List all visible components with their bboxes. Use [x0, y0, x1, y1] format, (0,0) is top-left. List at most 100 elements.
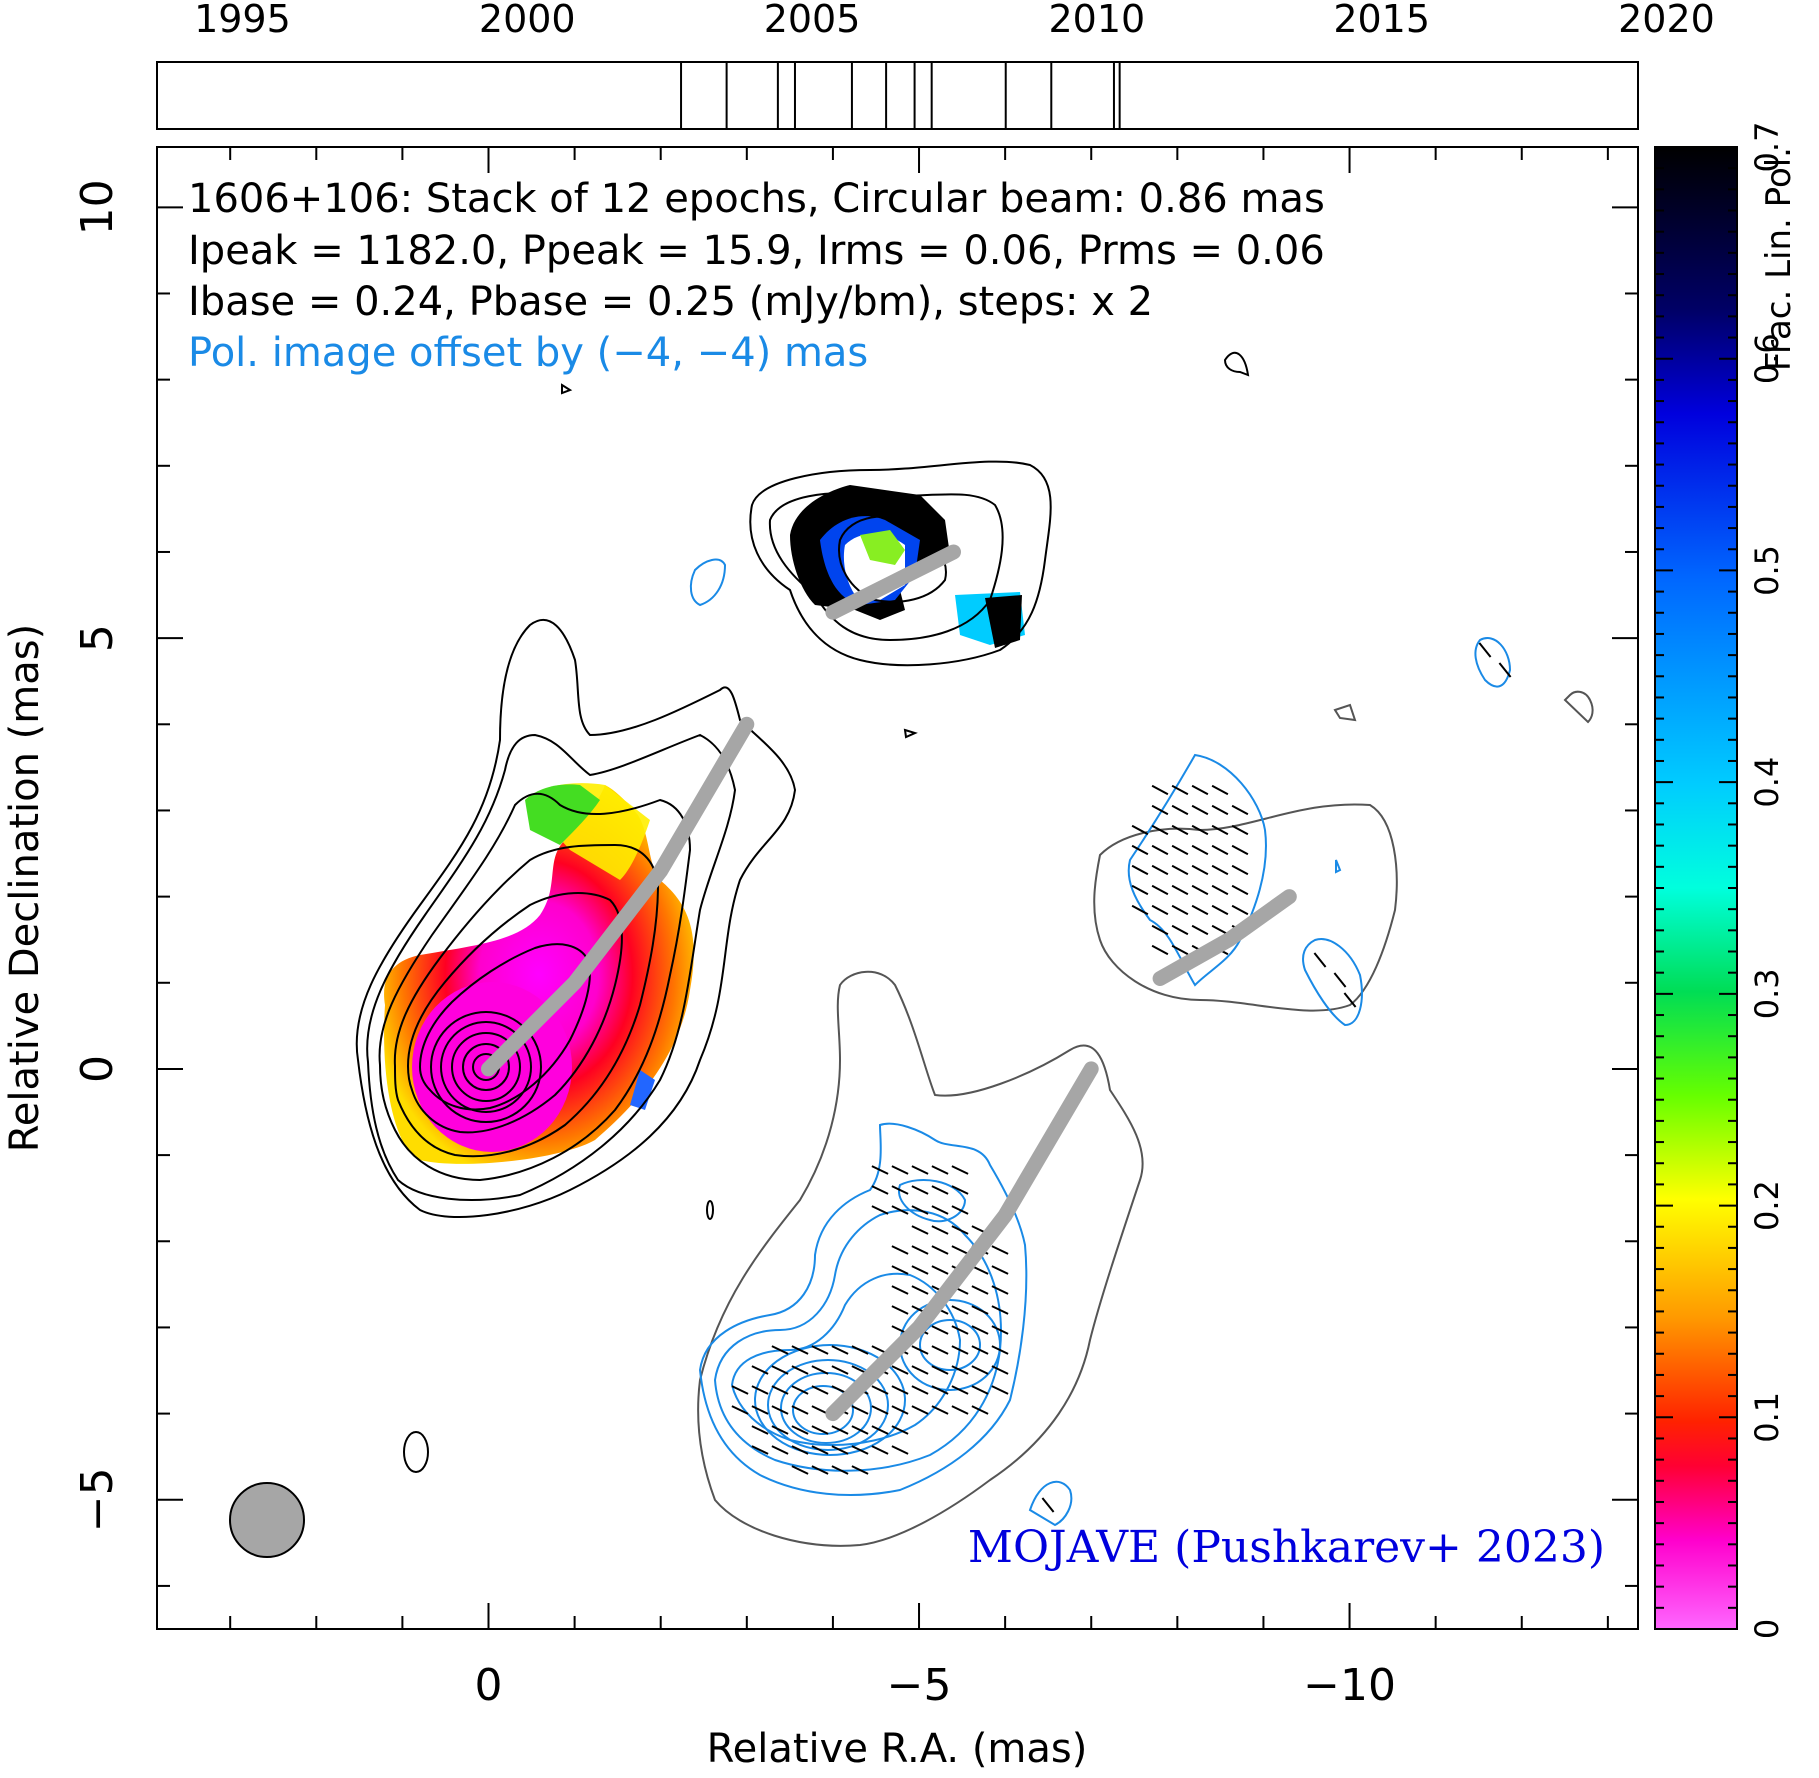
- evpa-tick: [1171, 864, 1189, 876]
- annotation-line-4: Pol. image offset by (−4, −4) mas: [188, 330, 868, 376]
- evpa-tick: [751, 1365, 769, 1375]
- evpa-tick: [951, 1365, 969, 1375]
- colorbar-tick-labels: 0 0.1 0.2 0.3 0.4 0.5 0.6 0.7: [1748, 122, 1786, 1640]
- annotation-line-3: Ibase = 0.24, Pbase = 0.25 (mJy/bm), ste…: [188, 279, 1153, 325]
- evpa-tick: [1211, 924, 1229, 936]
- evpa-tick: [991, 1245, 1009, 1255]
- evpa-tick: [851, 1445, 869, 1455]
- pol-contour-10: [898, 1179, 967, 1223]
- evpa-tick: [951, 1385, 969, 1395]
- evpa-tick: [791, 1405, 809, 1415]
- evpa-tick: [1211, 884, 1229, 896]
- evpa-tick: [911, 1265, 929, 1275]
- evpa-tick: [851, 1465, 869, 1475]
- stokes-i-knot-contour-1: [749, 460, 1052, 667]
- ridge-line-pol_contours_b: [1152, 889, 1297, 986]
- timeline: 1995 2000 2005 2010 2015 2020: [156, 0, 1715, 130]
- evpa-tick: [891, 1185, 909, 1195]
- evpa-tick: [1211, 804, 1229, 816]
- pol-panel-grey-contour-1: [697, 970, 1144, 1547]
- evpa-tick: [871, 1185, 889, 1195]
- pol-contour-5: [767, 1359, 889, 1451]
- evpa-tick: [791, 1425, 809, 1435]
- evpa-tick: [911, 1165, 929, 1175]
- evpa-tick: [1211, 864, 1229, 876]
- stokes-i-contour-4: [393, 843, 660, 1158]
- evpa-tick: [1343, 992, 1357, 1008]
- evpa-tick: [871, 1445, 889, 1455]
- y-tick-label: 10: [72, 179, 123, 235]
- evpa-tick: [971, 1385, 989, 1395]
- evpa-tick: [1313, 952, 1327, 968]
- evpa-tick: [1171, 944, 1189, 956]
- evpa-tick: [1231, 804, 1249, 816]
- stokes-i-contour-10: [462, 1043, 510, 1091]
- stokes-i-contour-5: [406, 892, 623, 1134]
- evpa-tick: [871, 1205, 889, 1215]
- pol-contour-bottom: [1028, 1480, 1073, 1527]
- evpa-tick: [771, 1425, 789, 1435]
- y-axis-label: Relative Declination (mas): [2, 624, 48, 1152]
- stokes-i-contour-1: [355, 619, 797, 1219]
- evpa-tick: [1041, 1497, 1055, 1513]
- timeline-year-label: 2015: [1333, 0, 1430, 41]
- pol-panel-grey-contour-2: [1093, 803, 1398, 1012]
- evpa-tick: [1191, 924, 1209, 936]
- evpa-tick: [891, 1165, 909, 1175]
- plot-content: [229, 351, 1594, 1558]
- stokes-i-contour-3: [378, 792, 692, 1182]
- evpa-tick: [1171, 884, 1189, 896]
- timeline-epochs: [680, 62, 1121, 129]
- pol-contour-4: [754, 1344, 906, 1456]
- evpa-tick: [991, 1285, 1009, 1295]
- colorbar-ticks: [1655, 146, 1737, 1630]
- evpa-tick: [1171, 924, 1189, 936]
- colorbar-tick-label: 0.6: [1748, 333, 1786, 384]
- pol-contour-right-3: [1474, 637, 1512, 688]
- evpa-tick: [1231, 884, 1249, 896]
- evpa-tick: [951, 1165, 969, 1175]
- evpa-tick: [951, 1345, 969, 1355]
- evpa-tick: [891, 1445, 909, 1455]
- evpa-tick: [1151, 884, 1169, 896]
- fracpol-knot-black2: [985, 595, 1022, 648]
- evpa-tick: [1151, 824, 1169, 836]
- evpa-tick: [1171, 844, 1189, 856]
- beam-ellipse: [229, 1482, 305, 1558]
- pol-contour-right-1: [1127, 753, 1267, 987]
- x-axis-label: Relative R.A. (mas): [707, 1726, 1088, 1772]
- evpa-tick: [851, 1405, 869, 1415]
- evpa-tick: [991, 1385, 1009, 1395]
- annotation-line-1: 1606+106: Stack of 12 epochs, Circular b…: [188, 176, 1325, 222]
- colorbar-tick-label: 0.4: [1748, 757, 1786, 808]
- stokes-i-contour-8: [440, 1021, 532, 1113]
- evpa-tick: [991, 1345, 1009, 1355]
- stokes-i-blob-1: [561, 383, 573, 395]
- evpa-tick: [811, 1425, 829, 1435]
- evpa-tick: [811, 1465, 829, 1475]
- stokes-i-blob-4: [403, 1431, 429, 1473]
- stokes-i-contour-9: [451, 1032, 521, 1102]
- evpa-tick: [971, 1265, 989, 1275]
- stokes-i-contour-2: [366, 733, 737, 1201]
- evpa-tick: [951, 1205, 969, 1215]
- evpa-tick: [931, 1365, 949, 1375]
- colorbar-label: Frac. Lin. Pol.: [1759, 147, 1799, 371]
- evpa-tick: [1151, 924, 1169, 936]
- evpa-tick: [931, 1165, 949, 1175]
- evpa-tick: [891, 1285, 909, 1295]
- evpa-tick: [771, 1345, 789, 1355]
- evpa-tick: [1333, 972, 1347, 988]
- evpa-tick: [1171, 824, 1189, 836]
- evpa-tick: [831, 1425, 849, 1435]
- timeline-year-label: 2000: [479, 0, 576, 41]
- evpa-tick: [911, 1225, 929, 1235]
- evpa-tick: [1211, 824, 1229, 836]
- evpa-tick: [951, 1225, 969, 1235]
- evpa-tick: [831, 1465, 849, 1475]
- pol-contour-right-2: [1302, 938, 1363, 1027]
- colorbar-tick-label: 0.1: [1748, 1392, 1786, 1443]
- evpa-tick: [1131, 844, 1149, 856]
- evpa-tick: [791, 1365, 809, 1375]
- evpa-tick: [1191, 884, 1209, 896]
